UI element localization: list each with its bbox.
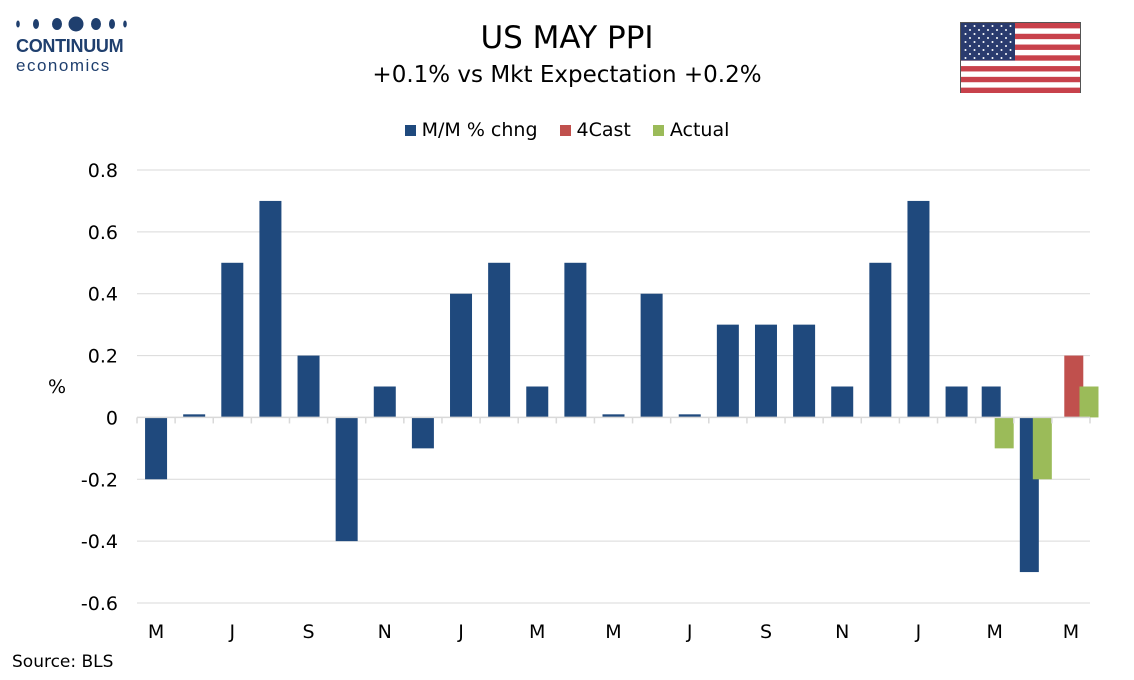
y-axis-label: % — [48, 376, 66, 398]
x-tick-label: N — [378, 621, 392, 643]
x-tick-label: M — [986, 621, 1002, 643]
bar-mm — [831, 386, 854, 418]
legend-label: M/M % chng — [421, 119, 538, 141]
x-tick-label: J — [228, 621, 235, 643]
bar-mm — [602, 414, 625, 418]
y-tick-label: -0.2 — [81, 469, 118, 491]
bar-mm — [945, 386, 968, 418]
bar-mm — [145, 417, 168, 480]
chart-subtitle: +0.1% vs Mkt Expectation +0.2% — [372, 62, 762, 88]
x-tick-label: J — [686, 621, 693, 643]
bar-mm — [869, 262, 892, 418]
bar-mm — [564, 262, 587, 418]
y-tick-label: 0.8 — [88, 160, 118, 182]
bar-mm — [981, 386, 1001, 418]
legend-label: 4Cast — [576, 119, 631, 141]
bar-mm — [259, 200, 282, 418]
x-tick-label: M — [148, 621, 164, 643]
legend-swatch — [559, 124, 571, 136]
legend-item: M/M % chng — [404, 119, 538, 141]
y-tick-label: 0.2 — [88, 346, 118, 368]
chart-title: US MAY PPI — [480, 20, 654, 56]
bar-mm — [793, 324, 816, 418]
x-tick-label: M — [1063, 621, 1079, 643]
x-tick-label: M — [605, 621, 621, 643]
chart-legend: M/M % chng 4Cast Actual — [0, 119, 1134, 141]
x-tick-label: N — [835, 621, 849, 643]
bar-actual — [1032, 417, 1052, 480]
bar-mm — [678, 414, 701, 418]
bar-mm — [640, 293, 663, 418]
bar-mm — [411, 417, 434, 449]
x-tick-label: M — [529, 621, 545, 643]
legend-swatch — [404, 124, 416, 136]
legend-item: Actual — [652, 119, 730, 141]
logo-dots-icon — [16, 16, 127, 32]
logo-tagline: economics — [16, 56, 111, 75]
x-tick-label: S — [760, 621, 772, 643]
x-tick-label: J — [457, 621, 464, 643]
bar-mm — [183, 414, 206, 418]
legend-swatch — [652, 124, 664, 136]
bar-mm — [450, 293, 473, 418]
source-note: Source: BLS — [12, 652, 114, 672]
us-flag-icon — [960, 22, 1081, 93]
y-tick-label: 0 — [106, 407, 118, 429]
bar-mm — [526, 386, 549, 418]
legend-label: Actual — [669, 119, 730, 141]
bar-mm — [335, 417, 358, 542]
logo-wordmark: CONTINUUM — [16, 36, 124, 56]
bar-actual — [994, 417, 1014, 449]
bar-mm — [297, 355, 320, 418]
bar-mm — [716, 324, 739, 418]
bar-actual — [1079, 386, 1099, 418]
y-tick-label: -0.4 — [81, 531, 118, 553]
bar-mm — [907, 200, 930, 418]
y-tick-label: -0.6 — [81, 593, 118, 615]
bar-mm — [754, 324, 777, 418]
y-tick-label: 0.6 — [88, 222, 118, 244]
y-tick-label: 0.4 — [88, 284, 118, 306]
legend-item: 4Cast — [559, 119, 631, 141]
bar-forecast — [1064, 355, 1084, 418]
x-tick-label: S — [303, 621, 315, 643]
bar-mm — [373, 386, 396, 418]
bar-mm — [488, 262, 511, 418]
bar-mm — [221, 262, 244, 418]
x-tick-label: J — [915, 621, 922, 643]
